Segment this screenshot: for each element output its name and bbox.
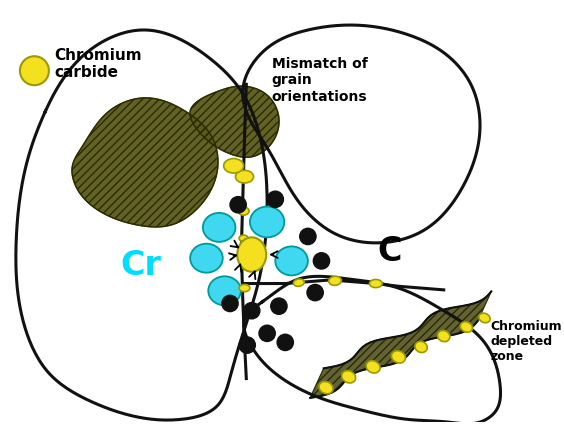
Polygon shape bbox=[244, 276, 500, 424]
Ellipse shape bbox=[438, 330, 450, 342]
Polygon shape bbox=[190, 86, 279, 157]
Ellipse shape bbox=[391, 351, 406, 363]
Ellipse shape bbox=[239, 235, 248, 241]
Ellipse shape bbox=[238, 207, 249, 215]
Circle shape bbox=[259, 325, 275, 342]
Ellipse shape bbox=[329, 276, 341, 285]
Circle shape bbox=[244, 303, 260, 319]
Text: Mismatch of
grain
orientations: Mismatch of grain orientations bbox=[272, 57, 367, 104]
Circle shape bbox=[271, 298, 287, 315]
Circle shape bbox=[222, 295, 238, 311]
Ellipse shape bbox=[239, 284, 250, 291]
Text: Chromium
carbide: Chromium carbide bbox=[54, 48, 142, 81]
Ellipse shape bbox=[203, 213, 235, 242]
Polygon shape bbox=[310, 291, 491, 398]
Ellipse shape bbox=[239, 258, 248, 264]
Ellipse shape bbox=[237, 237, 266, 272]
Ellipse shape bbox=[366, 361, 380, 373]
Polygon shape bbox=[72, 98, 218, 227]
Ellipse shape bbox=[479, 313, 490, 323]
Polygon shape bbox=[243, 25, 480, 243]
Ellipse shape bbox=[319, 381, 333, 394]
Circle shape bbox=[239, 337, 255, 353]
Ellipse shape bbox=[250, 206, 284, 237]
Ellipse shape bbox=[275, 246, 308, 276]
Text: C: C bbox=[377, 235, 402, 268]
Circle shape bbox=[230, 197, 246, 213]
Polygon shape bbox=[16, 30, 267, 420]
Ellipse shape bbox=[460, 322, 473, 332]
Ellipse shape bbox=[415, 341, 428, 353]
Ellipse shape bbox=[293, 279, 304, 286]
Ellipse shape bbox=[369, 280, 382, 288]
Ellipse shape bbox=[342, 371, 356, 383]
Circle shape bbox=[277, 334, 293, 350]
Ellipse shape bbox=[224, 159, 244, 173]
Circle shape bbox=[314, 253, 329, 269]
Ellipse shape bbox=[208, 276, 241, 305]
Text: Cr: Cr bbox=[120, 249, 161, 282]
Circle shape bbox=[307, 284, 323, 301]
Circle shape bbox=[267, 191, 284, 207]
Text: Chromium
depleted
zone: Chromium depleted zone bbox=[491, 320, 562, 363]
Ellipse shape bbox=[190, 244, 223, 272]
Circle shape bbox=[299, 228, 316, 245]
Ellipse shape bbox=[235, 171, 254, 183]
Circle shape bbox=[20, 56, 49, 85]
